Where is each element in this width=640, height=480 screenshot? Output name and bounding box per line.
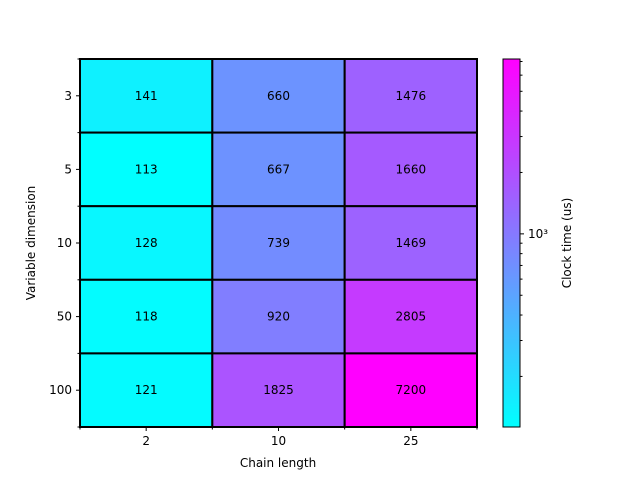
- x-tick-label: 25: [403, 434, 418, 448]
- heatmap-cell: [79, 58, 214, 134]
- heatmap-cell: [211, 58, 346, 134]
- colorbar-label: Clock time (us): [560, 198, 574, 289]
- y-axis: 3 5 10 50 100: [49, 58, 80, 428]
- heatmap-cell: [211, 352, 346, 428]
- cell-value-label: 113: [135, 162, 158, 176]
- cell-value-label: 1825: [263, 383, 294, 397]
- y-axis-label: Variable dimension: [24, 186, 38, 301]
- colorbar-ticks: [520, 60, 524, 377]
- cell-value-label: 920: [267, 310, 290, 324]
- plot-area: 141 660 1476 113 667 1660 128 739 1469 118 920 2805…: [79, 58, 478, 428]
- cell-value-label: 660: [267, 89, 290, 103]
- cell-value-label: 1660: [396, 162, 427, 176]
- y-tick-label: 10: [57, 236, 72, 250]
- heatmap-cell: [343, 131, 478, 208]
- heatmap-cell: [343, 278, 478, 355]
- cell-value-label: 667: [267, 162, 290, 176]
- cell-value-label: 128: [135, 236, 158, 250]
- cell-value-label: 7200: [396, 383, 427, 397]
- y-tick-label: 100: [49, 383, 72, 397]
- y-tick-label: 3: [64, 89, 72, 103]
- cell-value-label: 121: [135, 383, 158, 397]
- cell-value-label: 118: [135, 310, 158, 324]
- y-tick-label: 5: [64, 162, 72, 176]
- y-tick-label: 50: [57, 310, 72, 324]
- cell-value-label: 2805: [396, 310, 427, 324]
- colorbar-gradient: [502, 58, 521, 428]
- x-tick-label: 10: [271, 434, 286, 448]
- cell-value-label: 1476: [396, 89, 427, 103]
- cell-value-label: 1469: [396, 236, 427, 250]
- colorbar: 10³ Clock time (us): [502, 58, 574, 428]
- x-tick-label: 2: [142, 434, 150, 448]
- cell-value-label: 141: [135, 89, 158, 103]
- heatmap-cell: [343, 58, 478, 134]
- x-axis-label: Chain length: [240, 456, 316, 470]
- colorbar-tick-label: 10³: [528, 227, 548, 241]
- cell-value-label: 739: [267, 236, 290, 250]
- heatmap-cell: [211, 205, 346, 281]
- x-axis: 2 10 25: [79, 427, 478, 448]
- heatmap-cell: [79, 278, 214, 355]
